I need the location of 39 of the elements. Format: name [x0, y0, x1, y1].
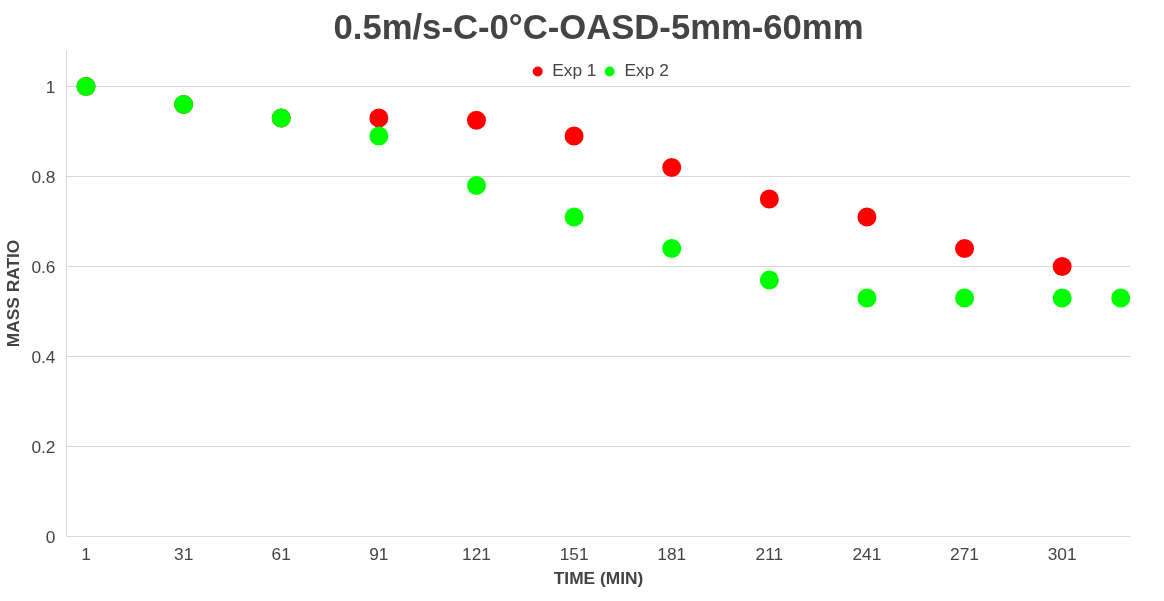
x-tick-label: 241: [852, 543, 882, 564]
y-axis-title: MASS RATIO: [3, 239, 24, 348]
point: [955, 288, 975, 308]
point: [466, 176, 486, 195]
point: [1052, 288, 1072, 308]
x-tick-label: 181: [657, 543, 687, 564]
y-tick-label: 0.4: [31, 346, 56, 367]
y-tick-label: 0.6: [31, 256, 56, 277]
point: [564, 126, 584, 146]
point: [369, 126, 389, 146]
y-tick-label: 0.8: [31, 166, 56, 187]
point: [1052, 257, 1072, 276]
point: [369, 108, 389, 128]
legend-label: Exp 1: [552, 60, 597, 81]
x-tick-label: 211: [755, 543, 784, 564]
x-tick-label: 301: [1047, 543, 1077, 564]
y-tick-label: 0.2: [31, 436, 56, 457]
point: [759, 189, 779, 209]
point: [759, 270, 779, 290]
x-tick-label: 61: [271, 543, 291, 564]
x-tick-label: 31: [174, 543, 194, 564]
x-tick-label: 91: [369, 543, 389, 564]
x-axis-title: TIME (MIN): [553, 567, 644, 588]
y-tick-label: 0: [45, 526, 56, 547]
point: [1111, 288, 1131, 308]
point: [955, 239, 975, 258]
point: [564, 207, 584, 227]
chart-title: 0.5m/s-C-0°C-OASD-5mm-60mm: [333, 7, 864, 46]
point: [857, 207, 877, 227]
y-tick-label: 1: [45, 76, 56, 97]
legend-label: Exp 2: [624, 60, 669, 81]
x-tick-label: 271: [950, 543, 980, 564]
point: [662, 239, 682, 258]
point: [662, 158, 682, 177]
x-tick-label: 121: [462, 543, 491, 564]
x-tick-label: 1: [81, 543, 91, 564]
x-tick-label: 151: [559, 543, 589, 564]
point: [857, 288, 877, 308]
point: [466, 110, 486, 130]
